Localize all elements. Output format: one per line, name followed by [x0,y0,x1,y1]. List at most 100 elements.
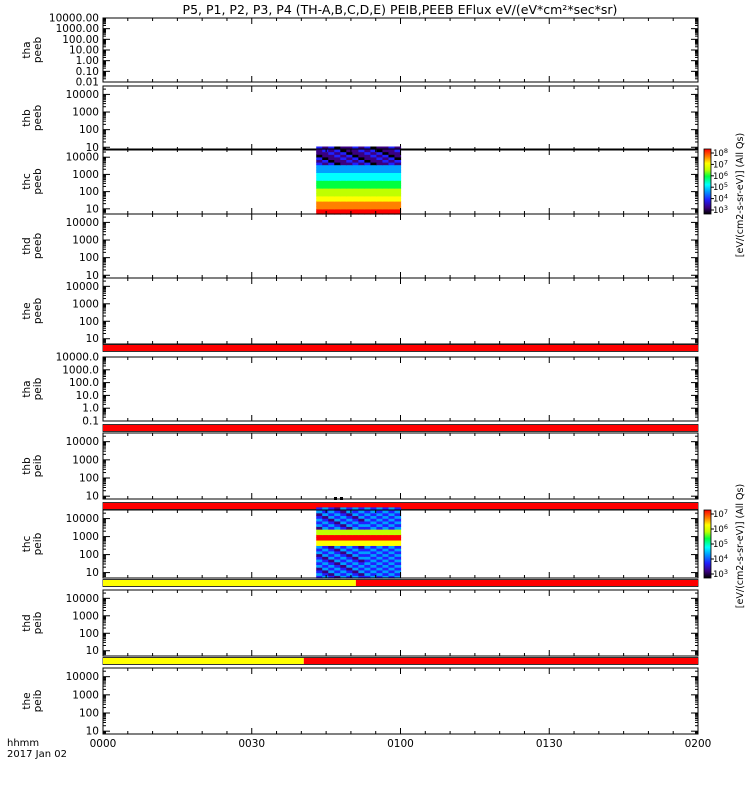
spectrogram-cell [334,159,341,163]
spectrogram-cell [328,177,335,181]
spectrogram-cell [316,537,323,541]
y-tick-label: 100.0 [69,377,99,389]
spectrogram-cell [340,559,347,563]
spectrogram-cell [388,515,396,519]
spectrogram-cell [340,177,347,181]
spectrogram-cell [334,545,341,549]
panels-group: thapeeb10000.001000.00100.0010.001.000.1… [21,13,728,738]
spectrogram-cell [394,520,402,525]
panel-frame [102,213,699,279]
spectrogram-cell [394,512,402,517]
spectrogram-cell [370,553,378,557]
spectrogram-cell [370,177,378,181]
spectrogram-cell [328,185,335,189]
spectrogram-cell [322,526,329,530]
spectrogram-cell [358,550,365,555]
spectrogram-cell [334,167,341,171]
colorbar-tick-label: 105 [713,181,728,193]
spectrogram-cell [394,159,402,163]
spectrogram-cell [328,540,335,544]
spectrogram-cell [334,208,341,212]
spectrogram-cell [316,564,323,568]
spectrogram-cell [388,569,396,574]
spectrogram-cell [394,149,402,153]
spectrogram-cell [322,195,329,199]
spectrogram-cell [388,146,396,150]
panel-the-peib: thepeib 10000 1000 100 10 [21,667,699,738]
spectrogram-cell [364,164,371,168]
spectrogram-cell [322,201,329,205]
spectrogram-cell [388,208,396,212]
spectrogram-cell [364,198,371,202]
spectrogram-cell [322,567,329,571]
spectrogram-cell [328,195,335,199]
spectrogram-cell [316,208,323,212]
spectrogram-cell [352,206,359,210]
spectrogram-cell [346,198,353,202]
spectrogram-cell [382,162,390,166]
spectrogram-cell [316,559,323,563]
spectrogram-cell [322,149,329,153]
spectrogram-cell [322,172,329,176]
spectrogram-cell [322,561,329,565]
spectrogram-cell [334,526,341,530]
spectrogram-cell [340,564,347,568]
time-tick-label: 0100 [387,738,414,750]
spectrogram-cell [394,529,402,533]
spectrogram-cell [376,172,384,176]
spectrogram-cell [346,542,353,546]
spectrogram-cell [382,198,390,202]
spectrogram-cell [394,553,402,557]
y-tick-label: 10 [86,726,99,738]
spectrogram-cell [316,167,323,171]
spectrogram-cell [346,201,353,205]
spectrogram-cell [346,564,353,568]
y-tick-label: 10 [86,333,99,345]
spectrogram-cell [328,545,335,549]
spectrogram-cell [370,564,378,568]
spectrogram-cell [394,569,402,574]
spectrogram-cell [394,542,402,546]
spectrogram-cell [322,553,329,557]
spectrogram-cell [376,542,384,546]
spectrogram-cell [316,561,323,565]
spectrogram-cell [370,182,378,186]
spectrogram-cell [382,156,390,160]
flag-segment-yellow [103,658,304,664]
spectrogram-cell [340,510,347,514]
colorbar [703,148,712,215]
spectrogram-cell [388,211,396,215]
spectrogram-cell [358,520,365,525]
spectrogram-cell [394,211,402,215]
spectrogram-cell [376,188,384,192]
spectrogram-cell [388,537,396,541]
spectrogram-cell [388,534,396,538]
spectrogram-cell [376,156,384,160]
spectrogram-cell [382,175,390,179]
spectrogram-cell [388,572,396,576]
spectrogram-cell [352,545,359,549]
spectrogram-cell [358,507,365,511]
spectrogram-cell [388,154,396,158]
spectrogram-cell [364,162,371,166]
spectrogram-cell [340,520,347,525]
y-tick-label: 100 [79,316,99,328]
spectrogram-cell [328,531,335,536]
spectrogram-cell [328,575,335,579]
spectrogram-cell [334,164,341,168]
spectrogram-cell [334,177,341,181]
spectrogram-cell [340,193,347,197]
spectrogram-cell [352,208,359,212]
spectrogram-cell [358,206,365,210]
spectrogram-cell [388,553,396,557]
spectrogram-cell [346,180,353,184]
spectrogram-cell [364,550,371,555]
spectrogram-cell [358,556,365,560]
spectrogram-cell [316,540,323,544]
panel-thc-peib: thcpeib 10000 1000 100 10 107 106 105 104 103 [21,507,728,587]
spectrogram-cell [370,542,378,546]
spectrogram-cell [340,545,347,549]
spectrogram-cell [364,529,371,533]
spectrogram-cell [382,182,390,186]
